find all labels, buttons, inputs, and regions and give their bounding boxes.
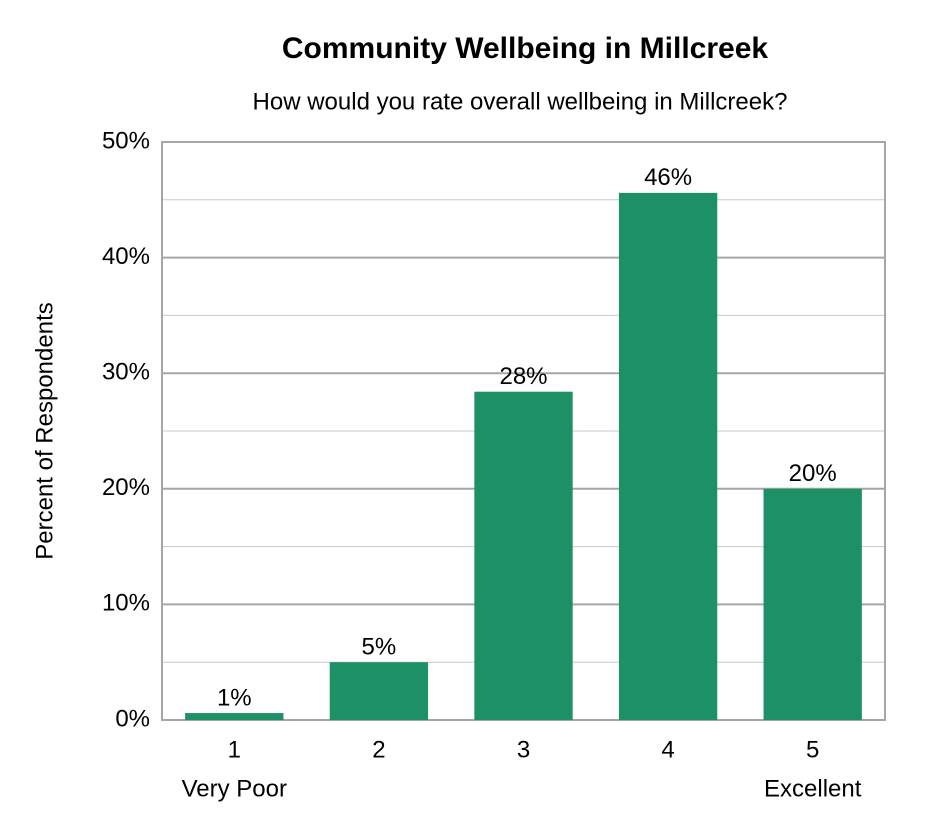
x-tick-label: 1 [228,736,241,763]
bar [474,391,573,720]
value-label: 5% [362,634,397,661]
x-tick-label: 3 [517,736,530,763]
x-tick-label: 4 [661,736,674,763]
chart-title: Community Wellbeing in Millcreek [282,32,769,65]
y-tick-label: 10% [102,590,150,617]
y-tick-label: 40% [102,243,150,270]
value-label: 1% [217,684,252,711]
value-label: 20% [789,460,837,487]
bar [618,192,718,720]
x-tick-label: 5 [806,736,819,763]
y-axis-label: Percent of Respondents [31,302,58,560]
x-tick-sublabel: Excellent [764,775,862,802]
value-label: 28% [499,363,547,390]
y-tick-label: 20% [102,474,150,501]
value-label: 46% [644,164,692,191]
bar [185,713,284,720]
bar [329,662,429,720]
chart-subtitle: How would you rate overall wellbeing in … [253,88,788,115]
y-tick-label: 0% [115,705,150,732]
x-tick-sublabel: Very Poor [182,775,287,802]
bar [763,488,862,720]
y-tick-label: 30% [102,359,150,386]
y-tick-label: 50% [102,127,150,154]
x-tick-label: 2 [372,736,385,763]
